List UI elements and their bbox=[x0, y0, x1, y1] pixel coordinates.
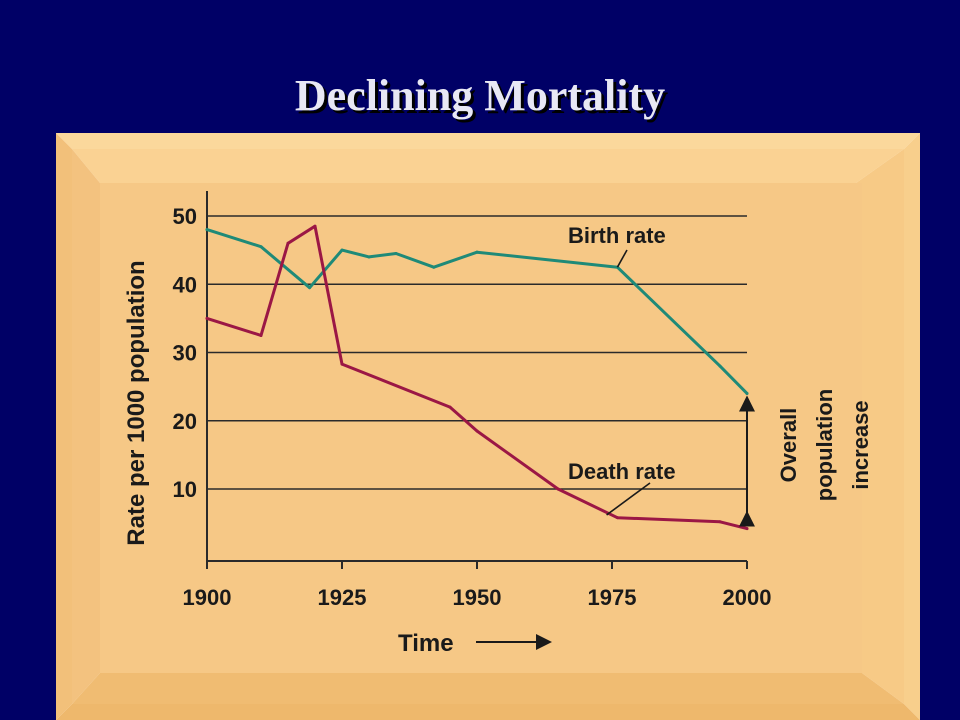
annotation-line: Overall bbox=[776, 408, 801, 483]
data-point-birth-rate bbox=[745, 391, 749, 395]
data-point-death-rate bbox=[205, 316, 209, 320]
series-lines bbox=[205, 224, 749, 531]
data-point-death-rate bbox=[475, 429, 479, 433]
y-tick-label: 30 bbox=[173, 341, 197, 366]
data-point-death-rate bbox=[286, 241, 290, 245]
grid-lines bbox=[207, 215, 747, 490]
tick-labels: 10 20 30 40 50 1900 1925 1950 1975 2000 bbox=[173, 204, 772, 610]
x-tick-label: 2000 bbox=[723, 585, 772, 610]
y-axis-title: Rate per 1000 population bbox=[123, 260, 150, 545]
annotation-line: increase bbox=[848, 400, 873, 489]
x-tick-label: 1975 bbox=[588, 585, 637, 610]
x-axis-title: Time bbox=[398, 630, 454, 657]
frame-bevel-left bbox=[56, 133, 72, 720]
x-tick-label: 1950 bbox=[453, 585, 502, 610]
frame-inner-bevel-bottom bbox=[72, 673, 904, 704]
frame-bevel-top bbox=[56, 133, 920, 149]
data-point-birth-rate bbox=[259, 245, 263, 249]
data-point-death-rate bbox=[615, 516, 619, 520]
data-point-birth-rate bbox=[432, 265, 436, 269]
death-rate-leader bbox=[606, 482, 651, 516]
frame-inner-bevel-right bbox=[856, 149, 904, 704]
data-point-death-rate bbox=[259, 333, 263, 337]
data-point-birth-rate bbox=[367, 255, 371, 259]
x-tick-label: 1900 bbox=[183, 585, 232, 610]
data-point-death-rate bbox=[718, 520, 722, 524]
frame-inner-bevel-left bbox=[72, 149, 100, 704]
data-point-birth-rate bbox=[205, 228, 209, 232]
annotation-line: population bbox=[812, 389, 837, 501]
y-tick-label: 20 bbox=[173, 409, 197, 434]
legend-death-rate: Death rate bbox=[568, 459, 676, 484]
birth-rate-leader bbox=[616, 249, 628, 268]
axes bbox=[206, 191, 748, 569]
x-tick-label: 1925 bbox=[318, 585, 367, 610]
y-tick-label: 40 bbox=[173, 272, 197, 297]
frame-inner-bevel bbox=[72, 149, 904, 183]
y-tick-label: 10 bbox=[173, 477, 197, 502]
data-point-birth-rate bbox=[718, 364, 722, 368]
frame-bevel-right bbox=[904, 133, 920, 720]
y-tick-label: 50 bbox=[173, 204, 197, 229]
legend-birth-rate: Birth rate bbox=[568, 223, 666, 248]
slide-title: Declining Mortality bbox=[294, 71, 666, 120]
plot-panel bbox=[100, 183, 862, 673]
data-point-death-rate bbox=[340, 362, 344, 366]
line-chart: 10 20 30 40 50 1900 1925 1950 1975 2000 Birth rat… bbox=[56, 133, 920, 720]
data-point-death-rate bbox=[448, 405, 452, 409]
data-point-death-rate bbox=[745, 527, 749, 531]
chart-labels: Birth rate Death rate Overall population inc… bbox=[476, 223, 873, 650]
data-point-birth-rate bbox=[340, 248, 344, 252]
data-point-death-rate bbox=[313, 224, 317, 228]
data-point-death-rate bbox=[556, 487, 560, 491]
figure-frame: 10 20 30 40 50 1900 1925 1950 1975 2000 Birth rat… bbox=[56, 133, 920, 720]
frame-bevel-bottom bbox=[56, 704, 920, 720]
data-point-birth-rate bbox=[475, 250, 479, 254]
data-point-birth-rate bbox=[308, 286, 312, 290]
data-point-birth-rate bbox=[394, 252, 398, 256]
